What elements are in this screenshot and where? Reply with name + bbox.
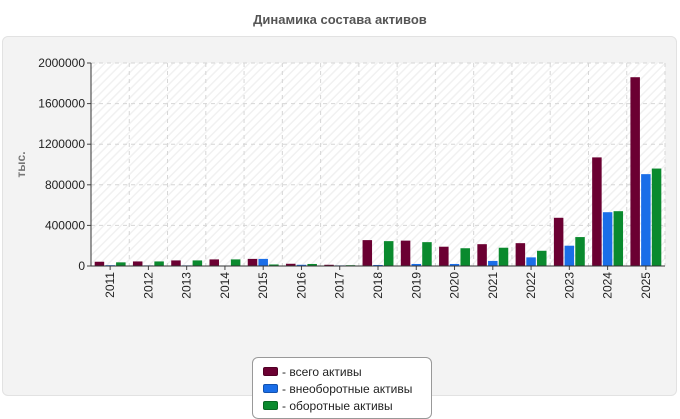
bar-2011-series-0	[94, 261, 105, 266]
chart-panel: 0 400000 800000 1200000 1600000 2000000 2011 20…	[2, 36, 677, 419]
bar-2011-series-2	[116, 262, 126, 266]
bar-2015-series-1	[258, 258, 268, 266]
bar-2024-series-0	[592, 157, 602, 266]
x-tick-label-2014: 2014	[218, 272, 232, 299]
bar-2021-series-2	[498, 247, 509, 266]
bar-2012-series-0	[132, 261, 143, 266]
bar-2025-series-2	[651, 168, 662, 266]
bar-2024-series-1	[602, 212, 613, 266]
y-tick-label: 1200000	[38, 137, 85, 151]
bar-2012-series-2	[154, 261, 164, 266]
bar-2023-series-0	[553, 217, 564, 266]
bar-2014-series-0	[209, 259, 219, 266]
bar-2021-series-1	[488, 260, 498, 266]
y-tick-label: 1600000	[38, 97, 85, 111]
chart-legend: - всего активы - внеоборотные активы - о…	[252, 357, 432, 419]
bar-2018-series-1	[373, 264, 383, 266]
bar-2020-series-1	[449, 263, 460, 266]
x-tick-label-2018: 2018	[371, 272, 385, 299]
bar-2018-series-0	[362, 240, 373, 266]
bar-2013-series-2	[192, 260, 203, 266]
bar-2023-series-2	[575, 237, 585, 266]
y-tick-label: 0	[78, 259, 85, 273]
bar-2019-series-0	[400, 240, 411, 266]
bar-2015-series-2	[269, 264, 279, 266]
bar-2021-series-0	[477, 244, 487, 266]
bar-2016-series-1	[296, 264, 307, 266]
bar-2023-series-1	[564, 245, 575, 266]
bar-2025-series-1	[641, 174, 651, 266]
bar-2019-series-2	[422, 242, 432, 266]
x-tick-label-2013: 2013	[180, 272, 194, 299]
x-tick-label-2022: 2022	[524, 272, 538, 299]
x-tick-label-2021: 2021	[486, 272, 500, 299]
bar-2019-series-1	[411, 263, 422, 266]
y-axis-label: тыс.	[14, 151, 28, 177]
legend-label-total: - всего активы	[282, 364, 362, 379]
x-tick-label-2023: 2023	[562, 272, 576, 299]
bar-2013-series-0	[171, 260, 181, 266]
y-tick-label: 400000	[45, 218, 85, 232]
bar-2015-series-0	[247, 258, 258, 266]
x-tick-label-2017: 2017	[333, 272, 347, 299]
legend-swatch-noncurrent	[263, 384, 278, 393]
bar-2020-series-2	[460, 248, 470, 266]
legend-item-total: - всего активы	[263, 363, 431, 380]
legend-swatch-total	[263, 367, 278, 376]
x-tick-label-2019: 2019	[409, 272, 423, 299]
bar-2016-series-2	[307, 263, 317, 266]
legend-label-noncurrent: - внеоборотные активы	[282, 381, 413, 396]
chart-title: Динамика состава активов	[253, 12, 427, 27]
y-tick-label: 800000	[45, 178, 85, 192]
x-tick-label-2011: 2011	[103, 272, 117, 298]
legend-swatch-current	[263, 401, 278, 410]
bar-2014-series-2	[230, 259, 241, 266]
bar-2024-series-2	[613, 211, 624, 266]
x-tick-label-2015: 2015	[256, 272, 270, 299]
bar-2017-series-0	[324, 264, 334, 266]
x-tick-label-2025: 2025	[639, 272, 653, 299]
x-tick-label-2012: 2012	[141, 272, 155, 299]
bar-2022-series-1	[526, 257, 536, 266]
x-tick-label-2020: 2020	[448, 272, 462, 299]
bar-2020-series-0	[439, 246, 449, 266]
legend-item-noncurrent: - внеоборотные активы	[263, 380, 431, 397]
bar-2025-series-0	[630, 77, 640, 267]
legend-label-current: - оборотные активы	[282, 398, 393, 413]
bar-2022-series-0	[515, 243, 526, 266]
chart-svg: 0 400000 800000 1200000 1600000 2000000 2011 20…	[14, 56, 666, 299]
x-tick-label-2016: 2016	[294, 272, 308, 299]
bar-2016-series-0	[286, 263, 296, 266]
y-tick-label: 2000000	[38, 56, 85, 70]
plot-area	[91, 63, 665, 266]
bar-2022-series-2	[537, 250, 547, 266]
x-tick-label-2024: 2024	[601, 272, 615, 299]
bar-2018-series-2	[383, 241, 394, 266]
